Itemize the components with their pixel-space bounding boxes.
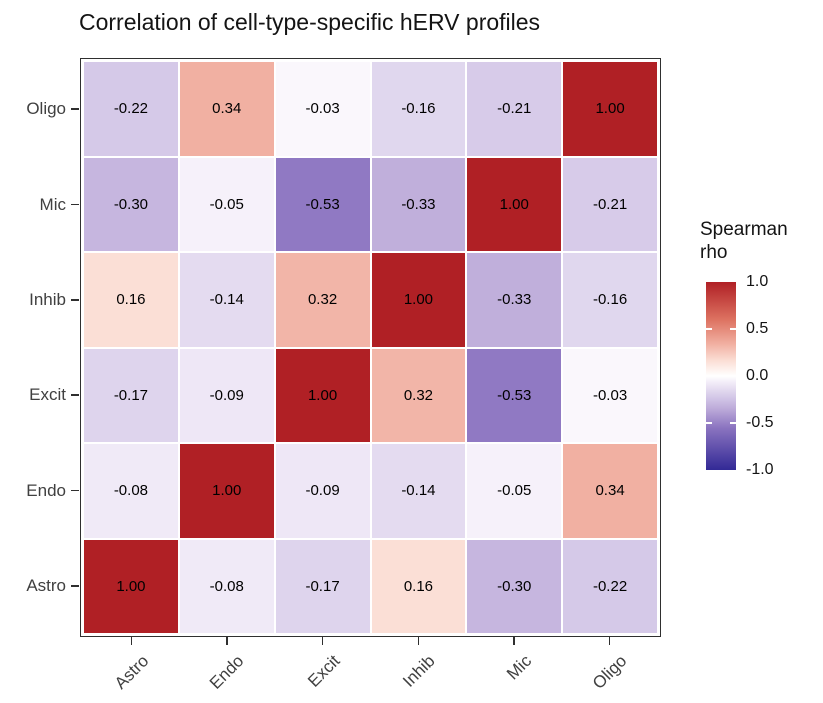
heatmap-cell-inhib-inhib: 1.00: [371, 253, 466, 347]
heatmap-cell-endo-mic: -0.05: [467, 444, 562, 538]
legend-title: Spearman rho: [700, 218, 788, 264]
heatmap-cell-mic-excit: -0.53: [275, 157, 370, 251]
heatmap-cell-inhib-excit: 0.32: [275, 253, 370, 347]
heatmap-cell-inhib-mic: -0.33: [467, 253, 562, 347]
x-axis-label-excit: Excit: [303, 651, 344, 691]
colorbar-tick: [730, 422, 736, 424]
heatmap-cell-excit-inhib: 0.32: [371, 348, 466, 442]
y-axis-label-mic: Mic: [39, 194, 66, 214]
heatmap-cell-mic-endo: -0.05: [179, 157, 274, 251]
y-axis-tick: [71, 108, 79, 110]
x-axis-label-endo: Endo: [206, 651, 248, 693]
heatmap-cell-oligo-mic: -0.21: [467, 62, 562, 156]
heatmap-cell-mic-inhib: -0.33: [371, 157, 466, 251]
y-axis-label-astro: Astro: [26, 575, 66, 595]
y-axis-label-oligo: Oligo: [26, 99, 66, 119]
heatmap-cell-astro-inhib: 0.16: [371, 539, 466, 633]
legend-title-line2: rho: [700, 242, 728, 263]
x-axis-label-astro: Astro: [110, 651, 153, 693]
heatmap-cell-astro-excit: -0.17: [275, 539, 370, 633]
heatmap-cell-endo-endo: 1.00: [179, 444, 274, 538]
heatmap-cell-oligo-inhib: -0.16: [371, 62, 466, 156]
heatmap-cell-inhib-astro: 0.16: [84, 253, 178, 347]
heatmap-cell-mic-oligo: -0.21: [563, 157, 657, 251]
heatmap-cell-mic-mic: 1.00: [467, 157, 562, 251]
colorbar-tick: [706, 422, 712, 424]
legend-title-line1: Spearman: [700, 219, 788, 240]
heatmap-cell-excit-excit: 1.00: [275, 348, 370, 442]
heatmap-cell-oligo-oligo: 1.00: [563, 62, 657, 156]
x-axis-tick: [608, 637, 611, 645]
heatmap-cell-excit-astro: -0.17: [84, 348, 178, 442]
heatmap-cell-astro-oligo: -0.22: [563, 539, 657, 633]
colorbar-label--1.0: -1.0: [746, 461, 774, 478]
legend-colorbar: [706, 282, 736, 470]
colorbar-tick: [730, 328, 736, 330]
x-axis-label-inhib: Inhib: [399, 651, 440, 691]
y-axis-tick: [71, 299, 79, 301]
x-axis-tick: [226, 637, 228, 645]
y-axis-tick: [71, 585, 79, 587]
y-axis-label-excit: Excit: [29, 385, 66, 405]
x-axis-label-oligo: Oligo: [588, 651, 631, 693]
colorbar-label-0.0: 0.0: [746, 367, 769, 384]
heatmap-cell-endo-astro: -0.08: [84, 444, 178, 538]
x-axis-tick: [321, 637, 324, 645]
heatmap-cell-mic-astro: -0.30: [84, 157, 178, 251]
heatmap-cell-oligo-astro: -0.22: [84, 62, 178, 156]
x-axis-tick: [513, 637, 515, 645]
heatmap-cell-astro-mic: -0.30: [467, 539, 562, 633]
chart-title: Correlation of cell-type-specific hERV p…: [79, 9, 541, 35]
x-axis-tick: [417, 637, 420, 645]
heatmap-cell-oligo-excit: -0.03: [275, 62, 370, 156]
heatmap-cell-inhib-oligo: -0.16: [563, 253, 657, 347]
y-axis-tick: [71, 489, 79, 492]
heatmap-cell-excit-oligo: -0.03: [563, 348, 657, 442]
y-axis-tick: [71, 203, 79, 206]
heatmap-cell-excit-endo: -0.09: [179, 348, 274, 442]
colorbar-tick: [706, 328, 712, 330]
heatmap-cell-endo-excit: -0.09: [275, 444, 370, 538]
colorbar-label-0.5: 0.5: [746, 320, 769, 337]
x-axis-label-mic: Mic: [502, 651, 535, 684]
colorbar-label-1.0: 1.0: [746, 273, 769, 290]
heatmap-cell-endo-inhib: -0.14: [371, 444, 466, 538]
y-axis-label-inhib: Inhib: [29, 289, 66, 309]
x-axis-tick: [130, 637, 133, 645]
colorbar-label--0.5: -0.5: [746, 414, 774, 431]
heatmap-cell-astro-astro: 1.00: [84, 539, 178, 633]
heatmap-panel: -0.22 0.34 -0.03 -0.16 -0.21 1.00 -0.30 -0.05 -0…: [80, 58, 661, 637]
y-axis-label-endo: Endo: [26, 480, 66, 500]
heatmap-cell-astro-endo: -0.08: [179, 539, 274, 633]
y-axis-tick: [71, 394, 79, 396]
heatmap-cell-oligo-endo: 0.34: [179, 62, 274, 156]
heatmap-cell-inhib-endo: -0.14: [179, 253, 274, 347]
heatmap-cell-endo-oligo: 0.34: [563, 444, 657, 538]
heatmap-cell-excit-mic: -0.53: [467, 348, 562, 442]
